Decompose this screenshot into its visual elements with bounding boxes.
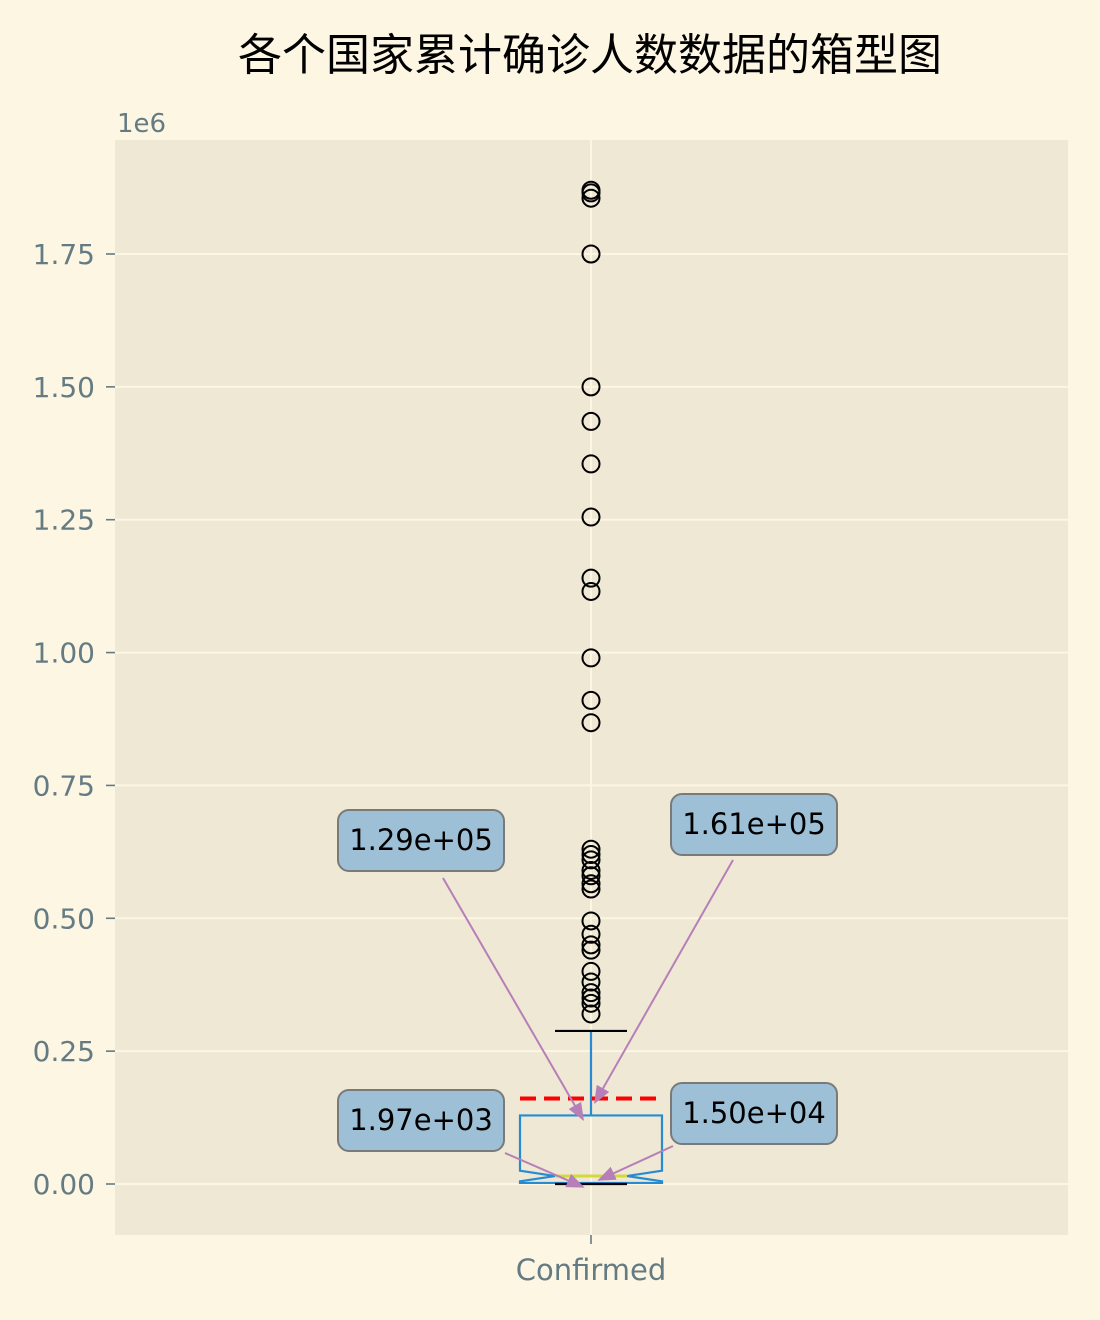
outlier-point <box>581 988 601 1008</box>
annotation-mean: 1.61e+05 <box>594 793 838 1105</box>
outlier-point <box>581 924 601 944</box>
outlier-point <box>581 845 601 865</box>
outlier-point <box>581 850 601 870</box>
annotation-box <box>337 809 505 872</box>
outlier-point <box>581 935 601 955</box>
annotation-label: 1.61e+05 <box>682 807 826 841</box>
annotation-label: 1.29e+05 <box>349 823 493 857</box>
annotations: 1.29e+05 1.61e+05 1.97e+03 1.50e+04 <box>337 793 838 1188</box>
annotation-q1: 1.97e+03 <box>337 1089 585 1188</box>
outlier-point <box>581 507 601 527</box>
y-tick-label: 0.00 <box>33 1168 95 1201</box>
annotation-label: 1.97e+03 <box>349 1103 493 1137</box>
outlier-point <box>581 993 601 1013</box>
outlier-point <box>581 188 601 208</box>
chart-title: 各个国家累计确诊人数数据的箱型图 <box>238 30 942 81</box>
annotation-q3: 1.29e+05 <box>337 809 584 1122</box>
y-tick-label: 1.75 <box>33 238 95 271</box>
outlier-point <box>581 972 601 992</box>
outlier-point <box>581 1004 601 1024</box>
outlier-point <box>581 911 601 931</box>
y-tick-label: 1.25 <box>33 504 95 537</box>
outlier-point <box>581 244 601 264</box>
outlier-point <box>581 568 601 588</box>
outlier-point <box>581 581 601 601</box>
annotation-median: 1.50e+04 <box>597 1082 838 1181</box>
annotation-arrow <box>504 1152 585 1188</box>
y-tick-label: 0.75 <box>33 769 95 802</box>
outlier-point <box>581 454 601 474</box>
outlier-point <box>581 940 601 960</box>
outlier-point <box>581 690 601 710</box>
annotation-box <box>337 1089 505 1152</box>
outlier-point <box>581 874 601 894</box>
annotation-box <box>670 793 838 856</box>
outlier-point <box>581 879 601 899</box>
annotation-arrow <box>597 1145 674 1181</box>
annotation-label: 1.50e+04 <box>682 1096 826 1130</box>
annotation-arrow <box>442 877 584 1122</box>
y-tick-label: 1.50 <box>33 371 95 404</box>
y-offset-text: 1e6 <box>117 109 166 139</box>
x-axis: Confirmed <box>516 1235 667 1287</box>
box-body <box>518 1114 664 1185</box>
outlier-point <box>581 648 601 668</box>
outlier-point <box>581 839 601 859</box>
outlier-point <box>581 961 601 981</box>
y-tick-label: 0.25 <box>33 1035 95 1068</box>
outlier-points <box>581 180 601 1024</box>
annotation-box <box>670 1082 838 1145</box>
outlier-point <box>581 411 601 431</box>
outlier-point <box>581 183 601 203</box>
outlier-point <box>581 377 601 397</box>
y-tick-label: 0.50 <box>33 902 95 935</box>
y-tick-label: 1.00 <box>33 637 95 670</box>
outlier-point <box>581 860 601 880</box>
outlier-point <box>581 866 601 886</box>
outlier-point <box>581 713 601 733</box>
annotation-arrow <box>594 859 734 1105</box>
x-tick-label: Confirmed <box>516 1253 667 1287</box>
outlier-point <box>581 983 601 1003</box>
y-axis: 0.00 0.25 0.50 0.75 1.00 1.25 1.50 1.75 <box>33 238 115 1201</box>
